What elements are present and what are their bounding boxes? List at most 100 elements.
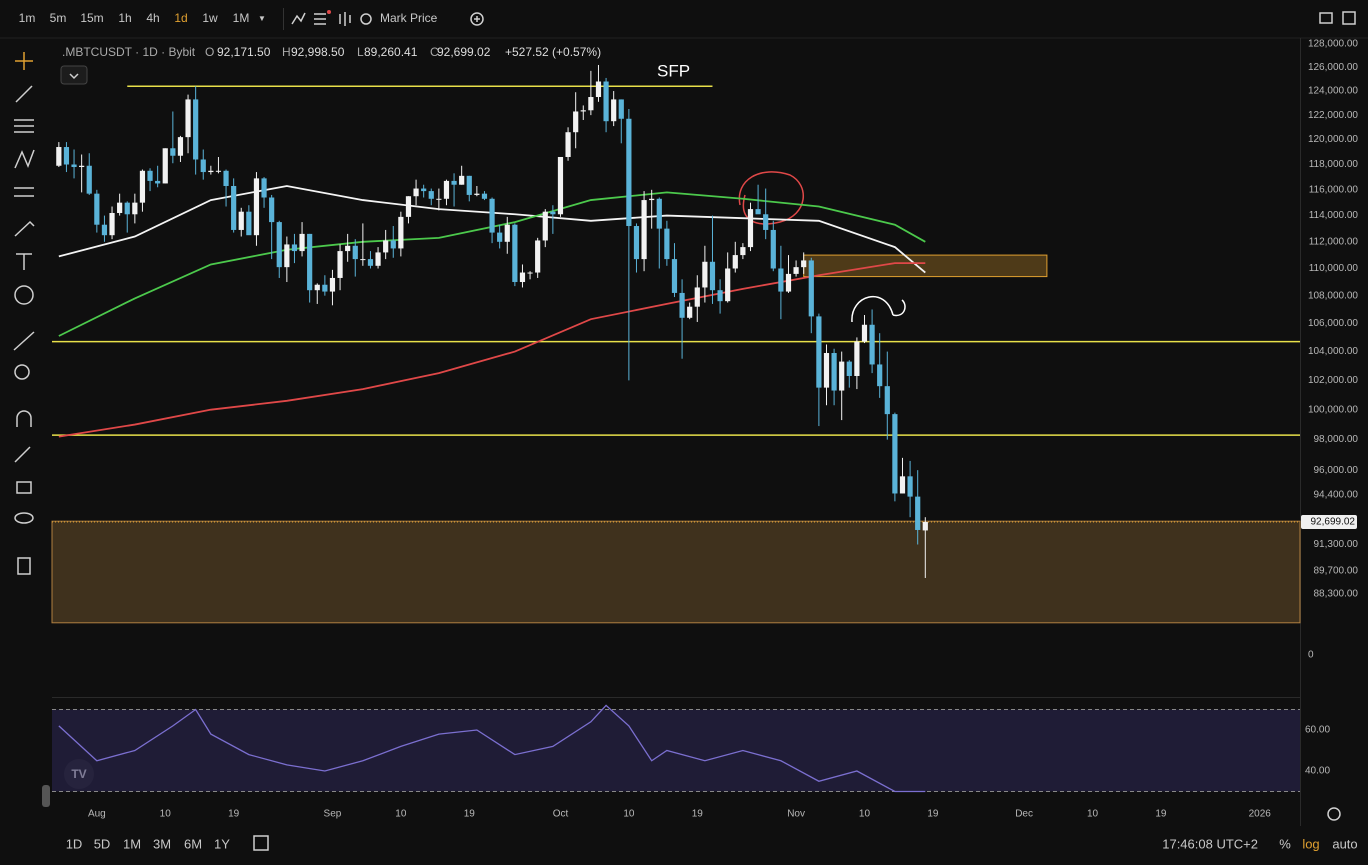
price-source[interactable]: Mark Price <box>380 11 438 25</box>
interval-button[interactable]: 1w <box>202 11 218 25</box>
candle-body <box>79 165 85 168</box>
templates-icon[interactable] <box>314 13 326 25</box>
rsi-tick-label: 40.00 <box>1305 766 1330 777</box>
candle-body <box>801 260 807 268</box>
candle-body <box>413 188 419 197</box>
candle-body <box>223 170 229 186</box>
x-tick-label: 10 <box>160 809 172 820</box>
candle-body <box>459 175 465 185</box>
candle-body <box>535 240 541 273</box>
scroll-handle[interactable] <box>42 785 50 807</box>
lock-tool[interactable] <box>16 481 32 494</box>
candle-body <box>747 209 754 248</box>
candle-body <box>208 170 214 173</box>
candle-body <box>139 170 146 203</box>
candle-body <box>542 211 548 241</box>
candle-body <box>687 306 693 318</box>
candle-body <box>618 99 624 119</box>
zone <box>51 520 1301 624</box>
forecast-tool[interactable] <box>14 187 34 197</box>
axis-settings[interactable] <box>1327 807 1341 821</box>
interval-button[interactable]: 1m <box>19 11 36 25</box>
brush-tool[interactable] <box>14 220 35 237</box>
emoji-tool[interactable] <box>14 285 34 305</box>
candle-body <box>808 260 814 317</box>
candle-body <box>785 273 792 292</box>
x-tick-label: Sep <box>324 809 342 820</box>
range-button[interactable]: 3M <box>153 836 171 851</box>
pattern-tool[interactable] <box>14 149 35 169</box>
candle-body <box>269 197 275 223</box>
candle-body <box>291 244 298 252</box>
interval-button[interactable]: 5m <box>50 11 67 25</box>
y-tick-label: 110,000.00 <box>1309 263 1359 274</box>
percent-toggle[interactable]: % <box>1279 836 1291 851</box>
y-tick-label: 116,000.00 <box>1309 184 1359 195</box>
candle-body <box>200 159 206 173</box>
interval-dropdown[interactable]: ▼ <box>258 14 266 23</box>
magnet-tool[interactable] <box>16 410 32 427</box>
candle-body <box>740 247 746 256</box>
zoom-tool[interactable] <box>14 364 30 380</box>
candle-body <box>770 229 776 269</box>
y-tick-label: 122,000.00 <box>1308 110 1358 121</box>
x-tick-label: 19 <box>228 809 240 820</box>
fullscreen-icon[interactable] <box>1342 11 1356 25</box>
candle-body <box>877 364 883 387</box>
candle-body <box>846 361 852 376</box>
indicator-icon[interactable] <box>291 12 306 25</box>
candle-body <box>94 193 100 225</box>
interval-button[interactable]: 1h <box>118 11 131 25</box>
hide-tool[interactable] <box>14 512 34 524</box>
camera-icon[interactable] <box>1319 12 1333 24</box>
compare-icon[interactable] <box>339 12 351 26</box>
interval-button[interactable]: 1d <box>174 11 187 25</box>
add-icon[interactable] <box>470 12 484 26</box>
candle-body <box>527 272 533 274</box>
alert-dot <box>327 10 331 14</box>
x-tick-label: 19 <box>927 809 939 820</box>
collapse-button[interactable] <box>60 65 88 85</box>
interval-button[interactable]: 4h <box>146 11 159 25</box>
candle-body <box>778 268 784 292</box>
candle-body <box>915 496 921 530</box>
ruler-tool[interactable] <box>13 331 35 351</box>
volume-zero-label: 0 <box>1308 650 1314 661</box>
candle-body <box>709 261 716 291</box>
range-button[interactable]: 5D <box>94 836 111 851</box>
candle-body <box>345 245 351 252</box>
candle-body <box>694 287 700 307</box>
range-button[interactable]: 1Y <box>214 836 230 851</box>
rsi-line <box>58 704 926 793</box>
candle-body <box>451 180 457 185</box>
interval-button[interactable]: 15m <box>80 11 103 25</box>
candle-body <box>390 240 396 249</box>
candle-body <box>231 185 237 230</box>
candle-body <box>679 292 685 318</box>
fib-tool[interactable] <box>14 119 34 133</box>
candle-body <box>109 212 115 236</box>
crosshair-tool[interactable] <box>15 52 33 70</box>
moving-average <box>58 191 926 337</box>
log-toggle[interactable]: log <box>1302 836 1319 851</box>
interval-button[interactable]: 1M <box>233 11 250 25</box>
range-button[interactable]: 1D <box>66 836 83 851</box>
auto-toggle[interactable]: auto <box>1332 836 1357 851</box>
candle-body <box>793 267 799 274</box>
candle-body <box>421 188 427 192</box>
settings-icon[interactable] <box>360 13 372 25</box>
draw-lock[interactable] <box>14 446 31 463</box>
candle-body <box>664 228 670 260</box>
candle-body <box>299 233 305 252</box>
delete-tool[interactable] <box>17 557 31 575</box>
text-tool[interactable] <box>16 253 32 270</box>
range-button[interactable]: 1M <box>123 836 141 851</box>
candle-body <box>861 324 868 342</box>
candle-body <box>307 233 313 291</box>
trendline-tool[interactable] <box>15 85 33 103</box>
range-button[interactable]: 6M <box>184 836 202 851</box>
header-open: 92,171.50 <box>217 45 271 59</box>
rsi-tick-label: 60.00 <box>1305 725 1330 736</box>
header-c: C <box>430 45 439 59</box>
date-range-icon[interactable] <box>253 835 269 851</box>
